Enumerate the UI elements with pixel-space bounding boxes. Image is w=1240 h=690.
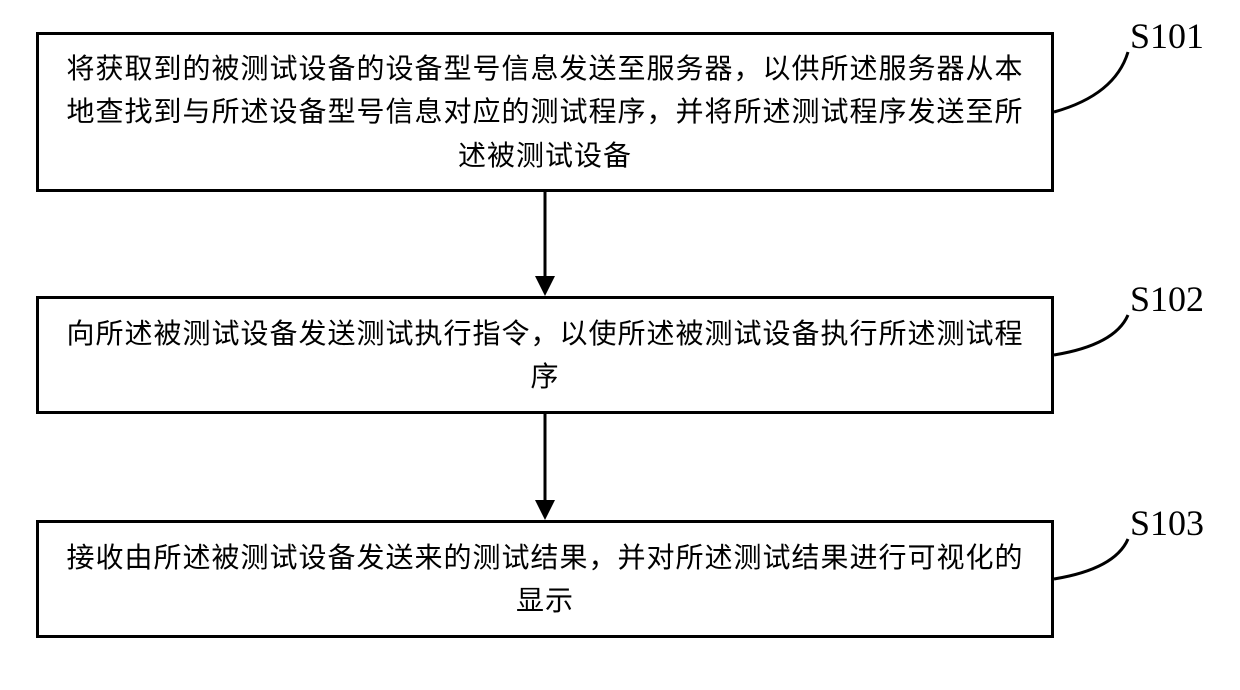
connector-curve-s103 — [0, 0, 1240, 690]
flowchart-container: 将获取到的被测试设备的设备型号信息发送至服务器，以供所述服务器从本地查找到与所述… — [0, 0, 1240, 690]
